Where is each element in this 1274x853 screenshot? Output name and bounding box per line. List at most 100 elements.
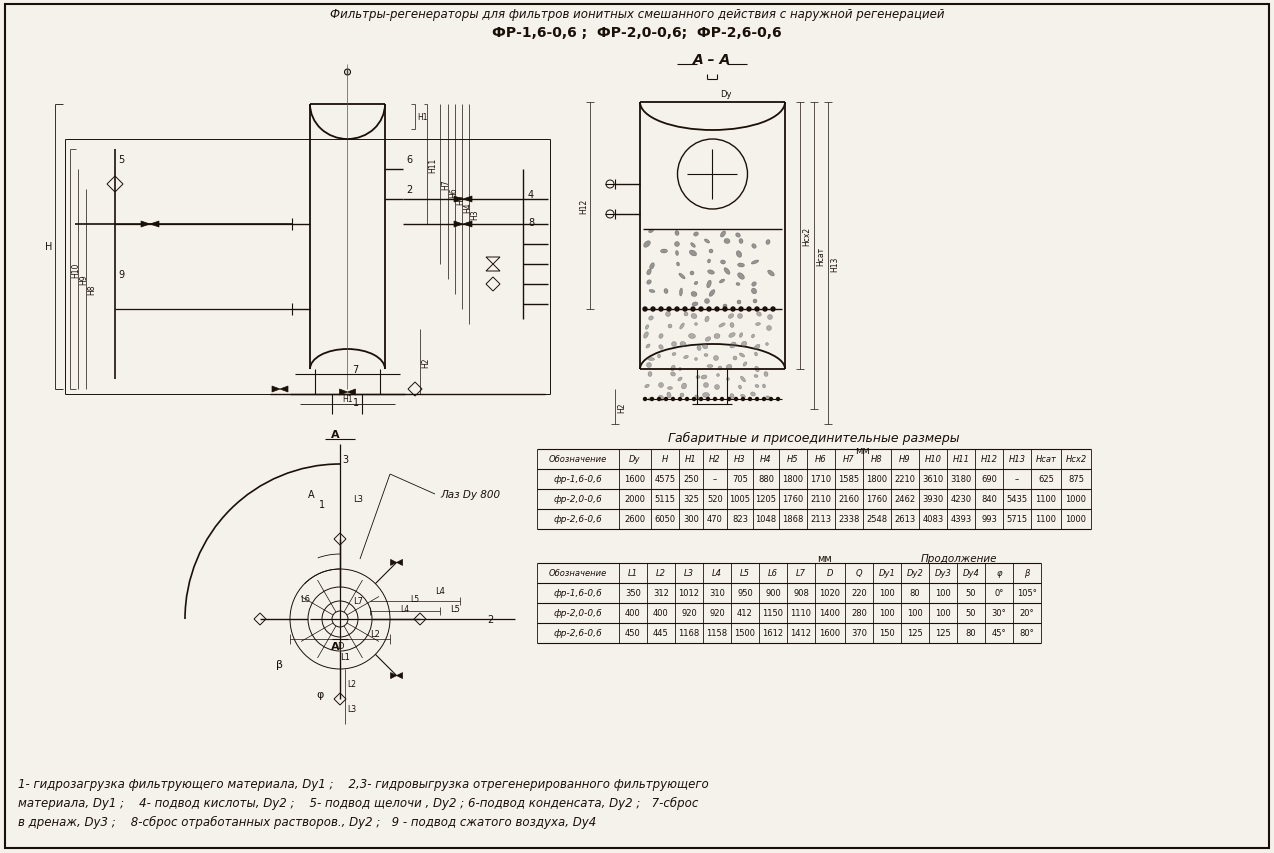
Text: Нсх2: Нсх2: [803, 227, 812, 246]
Text: D: D: [336, 641, 343, 650]
Ellipse shape: [680, 342, 685, 347]
Ellipse shape: [688, 334, 696, 339]
Text: фр-2,0-0,6: фр-2,0-0,6: [554, 609, 603, 618]
Text: мм: мм: [856, 445, 870, 456]
Text: 50: 50: [966, 589, 976, 598]
Ellipse shape: [706, 337, 711, 342]
Ellipse shape: [740, 377, 745, 382]
Text: 705: 705: [733, 475, 748, 484]
Text: H5: H5: [456, 194, 465, 205]
Text: H10: H10: [71, 262, 80, 277]
Ellipse shape: [648, 372, 652, 377]
Text: H10: H10: [925, 455, 941, 464]
Ellipse shape: [647, 270, 651, 276]
Ellipse shape: [679, 288, 683, 297]
Text: 1500: 1500: [735, 629, 755, 638]
Ellipse shape: [762, 385, 766, 388]
Text: H3: H3: [470, 210, 479, 220]
Text: L1: L1: [340, 653, 350, 662]
Text: 100: 100: [935, 589, 950, 598]
Ellipse shape: [729, 314, 734, 319]
Ellipse shape: [647, 358, 655, 361]
Text: 823: 823: [733, 515, 748, 524]
Ellipse shape: [766, 241, 769, 245]
Ellipse shape: [716, 374, 720, 377]
Circle shape: [683, 308, 687, 311]
Ellipse shape: [724, 239, 730, 244]
Text: H13: H13: [829, 256, 840, 271]
Ellipse shape: [752, 261, 759, 264]
Text: 310: 310: [710, 589, 725, 598]
Ellipse shape: [739, 353, 745, 357]
Text: фр-2,6-0,6: фр-2,6-0,6: [554, 515, 603, 524]
Text: H13: H13: [1009, 455, 1026, 464]
Ellipse shape: [648, 316, 654, 321]
Ellipse shape: [754, 352, 758, 357]
Text: 4083: 4083: [922, 515, 944, 524]
Ellipse shape: [671, 366, 675, 371]
Circle shape: [659, 308, 662, 311]
Text: L3: L3: [347, 705, 357, 714]
Text: 1168: 1168: [678, 629, 699, 638]
Text: 4: 4: [527, 189, 534, 200]
Ellipse shape: [768, 270, 775, 276]
Ellipse shape: [657, 355, 660, 358]
Text: 4230: 4230: [950, 495, 972, 504]
Text: H8: H8: [87, 284, 96, 295]
Ellipse shape: [705, 316, 710, 322]
Ellipse shape: [710, 290, 715, 297]
Ellipse shape: [705, 240, 710, 244]
Circle shape: [713, 398, 716, 401]
Text: материала, Dy1 ;    4- подвод кислоты, Dy2 ;    5- подвод щелочи , Dy2 ; 6-подво: материала, Dy1 ; 4- подвод кислоты, Dy2 …: [18, 796, 698, 809]
Text: 2338: 2338: [838, 515, 860, 524]
Text: 2210: 2210: [894, 475, 916, 484]
Text: 1000: 1000: [1065, 495, 1087, 504]
Ellipse shape: [757, 312, 762, 316]
Text: 4393: 4393: [950, 515, 972, 524]
Text: H2: H2: [617, 402, 626, 412]
Text: Dy4: Dy4: [963, 569, 980, 577]
Text: 1020: 1020: [819, 589, 841, 598]
Ellipse shape: [720, 280, 725, 284]
Ellipse shape: [648, 398, 654, 401]
Text: 100: 100: [879, 609, 894, 618]
Polygon shape: [339, 390, 348, 396]
Ellipse shape: [767, 315, 772, 320]
Circle shape: [763, 398, 766, 401]
Ellipse shape: [736, 300, 741, 305]
Text: Обозначение: Обозначение: [549, 455, 608, 464]
Text: А – А: А – А: [693, 53, 731, 67]
Text: H4: H4: [761, 455, 772, 464]
Ellipse shape: [646, 363, 651, 368]
Text: 1012: 1012: [679, 589, 699, 598]
Ellipse shape: [684, 313, 688, 316]
Text: φ: φ: [316, 689, 324, 699]
Ellipse shape: [650, 264, 655, 270]
Ellipse shape: [755, 323, 761, 326]
Text: 325: 325: [683, 495, 699, 504]
Text: ФР-1,6-0,6 ;  ФР-2,0-0,6;  ФР-2,6-0,6: ФР-1,6-0,6 ; ФР-2,0-0,6; ФР-2,6-0,6: [492, 26, 782, 40]
Text: –: –: [713, 475, 717, 484]
Ellipse shape: [752, 282, 757, 287]
Ellipse shape: [646, 345, 650, 349]
Text: 3930: 3930: [922, 495, 944, 504]
Ellipse shape: [726, 378, 730, 381]
Text: 1760: 1760: [782, 495, 804, 504]
Polygon shape: [396, 560, 403, 566]
Ellipse shape: [691, 272, 694, 276]
Text: Обозначение: Обозначение: [549, 569, 608, 577]
Text: H3: H3: [734, 455, 745, 464]
Text: 1800: 1800: [866, 475, 888, 484]
Text: 80: 80: [910, 589, 920, 598]
Text: 80°: 80°: [1019, 629, 1034, 638]
Text: L5: L5: [410, 595, 419, 603]
Text: 1600: 1600: [624, 475, 646, 484]
Text: 5715: 5715: [1006, 515, 1028, 524]
Text: 9: 9: [118, 270, 124, 280]
Text: 312: 312: [654, 589, 669, 598]
Text: 625: 625: [1038, 475, 1054, 484]
Text: 1100: 1100: [1036, 495, 1056, 504]
Ellipse shape: [674, 242, 679, 247]
Text: 100: 100: [907, 609, 922, 618]
Text: A: A: [331, 641, 339, 651]
